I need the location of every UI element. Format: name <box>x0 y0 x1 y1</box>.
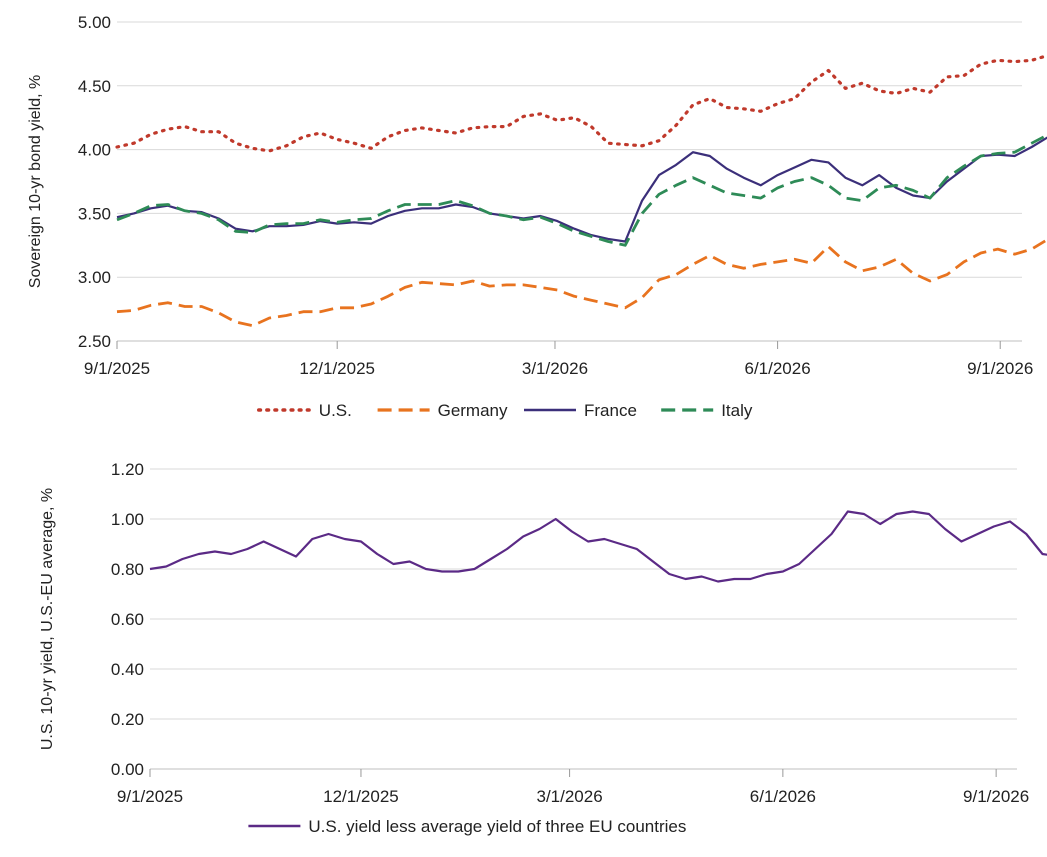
series-line-france <box>116 136 1047 243</box>
yield-spread-chart: 0.00 0.20 0.40 0.60 0.80 1.00 1.20 9/1/2025 12/1… <box>39 460 1047 836</box>
y-tick-label: 1.20 <box>111 460 144 479</box>
x-tick-label: 9/1/2026 <box>963 787 1029 806</box>
series-line-u-s-yield-less-average-yield-of-three-eu-countries <box>149 510 1047 583</box>
series-line-germany <box>116 238 1047 328</box>
y-tick-label: 4.00 <box>78 141 111 160</box>
legend-label: U.S. yield less average yield of three E… <box>308 817 686 836</box>
y-tick-label: 0.00 <box>111 760 144 779</box>
y-tick-label: 4.50 <box>78 77 111 96</box>
x-tick-label: 9/1/2025 <box>117 787 183 806</box>
legend-label: France <box>584 401 637 420</box>
x-tick-label: 12/1/2025 <box>299 359 375 378</box>
y-tick-label: 0.40 <box>111 660 144 679</box>
x-tick-label: 6/1/2026 <box>750 787 816 806</box>
x-tick-label: 9/1/2026 <box>967 359 1033 378</box>
y-tick-label: 5.00 <box>78 13 111 32</box>
y-tick-label: 0.80 <box>111 560 144 579</box>
y-tick-label: 0.20 <box>111 710 144 729</box>
series-line-u-s <box>115 54 1047 153</box>
legend-label: Germany <box>438 401 508 420</box>
x-tick-label: 12/1/2025 <box>323 787 399 806</box>
y-axis-label: U.S. 10-yr yield, U.S.-EU average, % <box>39 488 56 750</box>
y-tick-label: 3.00 <box>78 268 111 287</box>
x-tick-label: 3/1/2026 <box>536 787 602 806</box>
x-tick-label: 6/1/2026 <box>745 359 811 378</box>
legend-label: Italy <box>721 401 753 420</box>
y-tick-label: 2.50 <box>78 332 111 351</box>
x-tick-label: 3/1/2026 <box>522 359 588 378</box>
bond-yield-chart: 2.50 3.00 3.50 4.00 4.50 5.00 9/1/2025 12/1/202… <box>27 13 1047 420</box>
x-tick-label: 9/1/2025 <box>84 359 150 378</box>
y-tick-label: 0.60 <box>111 610 144 629</box>
y-axis-label: Sovereign 10-yr bond yield, % <box>27 75 44 288</box>
legend-label: U.S. <box>319 401 352 420</box>
y-tick-label: 1.00 <box>111 510 144 529</box>
series-line-italy <box>116 133 1047 247</box>
y-tick-label: 3.50 <box>78 204 111 223</box>
